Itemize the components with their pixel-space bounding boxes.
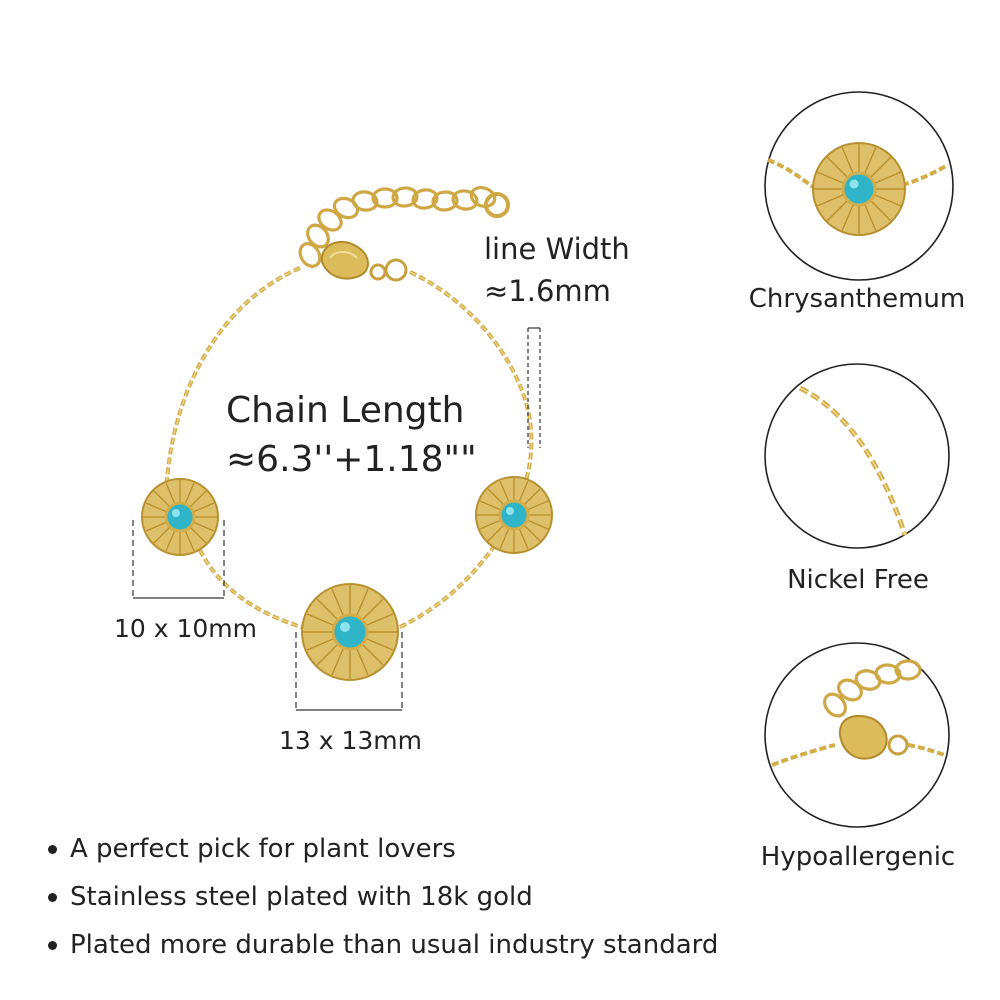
small-charm-size: 10 x 10mm (114, 614, 258, 643)
line-width-value: ≈1.6mm (484, 274, 611, 308)
bullet-text: A perfect pick for plant lovers (70, 834, 456, 864)
list-item: Stainless steel plated with 18k gold (48, 873, 718, 921)
bullet-dot-icon (48, 940, 57, 950)
chain-closeup-icon (764, 363, 950, 549)
feature-label-nickel-free: Nickel Free (787, 565, 929, 595)
lobster-clasp (320, 240, 408, 282)
list-item: A perfect pick for plant lovers (48, 825, 718, 873)
chrysanthemum-closeup-icon (764, 91, 954, 281)
charm-large-center (301, 583, 399, 681)
feature-bullet-list: A perfect pick for plant lovers Stainles… (48, 825, 718, 969)
bullet-text: Plated more durable than usual industry … (70, 930, 719, 960)
bullet-text: Stainless steel plated with 18k gold (70, 882, 533, 912)
charm-small-right (475, 476, 553, 554)
bullet-dot-icon (48, 892, 57, 902)
extender-chain (298, 185, 510, 268)
feature-label-chrysanthemum: Chrysanthemum (748, 284, 966, 314)
line-width-label: line Width (484, 232, 630, 266)
chain-length-label: Chain Length (226, 390, 465, 431)
list-item: Plated more durable than usual industry … (48, 921, 718, 969)
clasp-closeup-icon (764, 642, 950, 828)
measure-guides (132, 327, 541, 711)
feature-label-hypoallergenic: Hypoallergenic (760, 842, 956, 872)
large-charm-size: 13 x 13mm (279, 726, 423, 755)
bullet-dot-icon (48, 844, 57, 854)
charm-small-left (141, 478, 219, 556)
chain-length-value: ≈6.3''+1.18"" (226, 439, 477, 480)
